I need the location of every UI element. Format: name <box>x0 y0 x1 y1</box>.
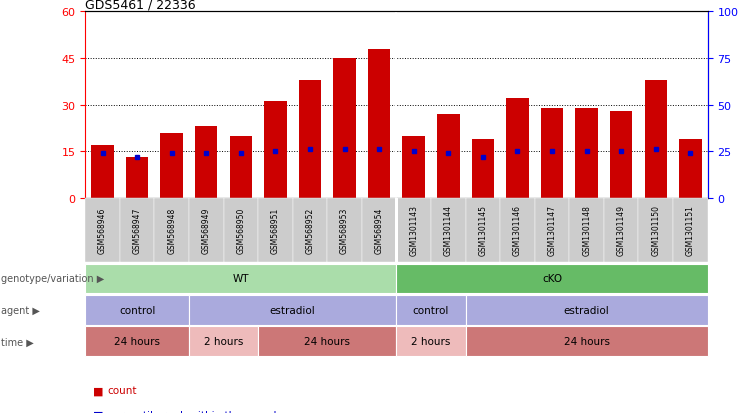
Text: GSM568948: GSM568948 <box>167 207 176 253</box>
Bar <box>541 109 563 198</box>
Bar <box>645 81 667 198</box>
Bar <box>299 81 322 198</box>
Text: control: control <box>119 305 156 315</box>
Bar <box>230 136 252 198</box>
Text: GSM1301146: GSM1301146 <box>513 205 522 256</box>
Text: GSM1301143: GSM1301143 <box>409 205 418 256</box>
Text: GSM568947: GSM568947 <box>133 207 142 254</box>
Bar <box>437 114 459 198</box>
Text: 24 hours: 24 hours <box>305 337 350 347</box>
Text: ■: ■ <box>93 410 103 413</box>
Bar <box>195 127 217 198</box>
Text: WT: WT <box>233 274 249 284</box>
Bar <box>333 59 356 198</box>
Text: GSM568953: GSM568953 <box>340 207 349 254</box>
Text: GSM568952: GSM568952 <box>305 207 314 253</box>
Text: count: count <box>107 385 137 395</box>
Text: GSM1301148: GSM1301148 <box>582 205 591 256</box>
Bar <box>610 112 632 198</box>
Bar <box>264 102 287 198</box>
Bar <box>679 140 702 198</box>
Text: GSM568949: GSM568949 <box>202 207 210 254</box>
Bar <box>368 50 391 198</box>
Text: time ▶: time ▶ <box>1 337 34 347</box>
Bar <box>126 158 148 198</box>
Text: GSM1301145: GSM1301145 <box>479 205 488 256</box>
Text: control: control <box>413 305 449 315</box>
Text: GSM568946: GSM568946 <box>98 207 107 254</box>
Text: genotype/variation ▶: genotype/variation ▶ <box>1 274 104 284</box>
Text: GSM1301149: GSM1301149 <box>617 205 625 256</box>
Text: GSM568954: GSM568954 <box>375 207 384 254</box>
Text: percentile rank within the sample: percentile rank within the sample <box>107 410 283 413</box>
Bar <box>575 109 598 198</box>
Text: cKO: cKO <box>542 274 562 284</box>
Text: GSM1301150: GSM1301150 <box>651 205 660 256</box>
Text: 24 hours: 24 hours <box>114 337 160 347</box>
Text: GSM1301144: GSM1301144 <box>444 205 453 256</box>
Bar <box>402 136 425 198</box>
Text: GSM1301147: GSM1301147 <box>548 205 556 256</box>
Text: 2 hours: 2 hours <box>204 337 243 347</box>
Text: ■: ■ <box>93 385 103 395</box>
Bar <box>91 146 113 198</box>
Text: GDS5461 / 22336: GDS5461 / 22336 <box>85 0 196 11</box>
Bar <box>471 140 494 198</box>
Text: 24 hours: 24 hours <box>564 337 610 347</box>
Text: agent ▶: agent ▶ <box>1 305 40 315</box>
Text: GSM568950: GSM568950 <box>236 207 245 254</box>
Bar <box>506 99 528 198</box>
Bar <box>160 133 183 198</box>
Text: GSM568951: GSM568951 <box>271 207 280 253</box>
Text: GSM1301151: GSM1301151 <box>686 205 695 256</box>
Text: estradiol: estradiol <box>270 305 316 315</box>
Text: estradiol: estradiol <box>564 305 610 315</box>
Text: 2 hours: 2 hours <box>411 337 451 347</box>
